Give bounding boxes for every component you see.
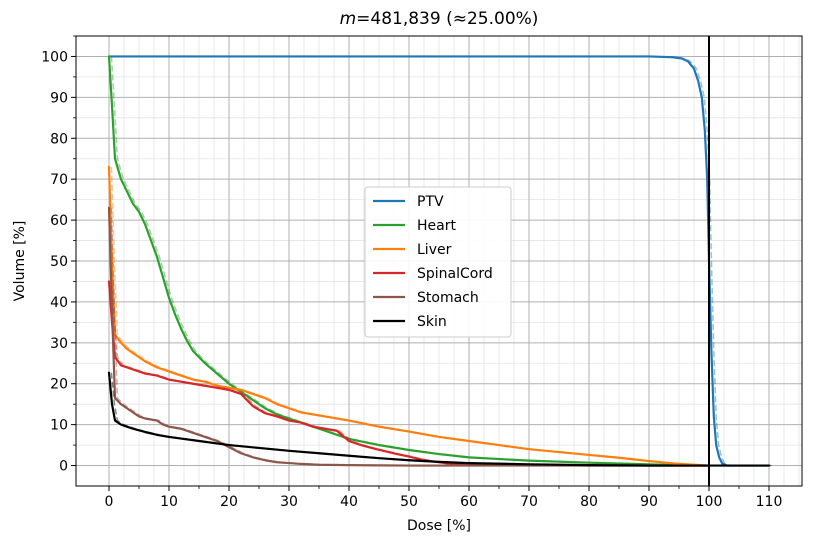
series-heart-line	[107, 55, 711, 467]
series-stomach-line	[107, 206, 711, 467]
series-ptv-line	[107, 55, 771, 467]
x-axis-label: Dose [%]	[407, 518, 471, 534]
series-liver-line	[107, 165, 711, 467]
y-axis-label: Volume [%]	[12, 221, 28, 302]
title-rest: =481,839 (≈25.00%)	[356, 9, 538, 29]
y-tick-label: 40	[50, 295, 68, 311]
series-layer	[107, 55, 772, 467]
y-tick-label: 0	[59, 459, 68, 475]
y-tick-label: 100	[41, 49, 68, 65]
legend-label: SpinalCord	[417, 266, 493, 282]
x-tick-label: 60	[460, 494, 478, 510]
title-variable: m	[340, 9, 357, 29]
legend-label: Heart	[417, 218, 456, 234]
series-heart-variant	[110, 56, 712, 467]
y-tick-label: 10	[50, 418, 68, 434]
x-tick-label: 100	[696, 494, 723, 510]
y-tick-label: 90	[50, 90, 68, 106]
legend-label: PTV	[417, 194, 444, 210]
x-tick-label: 20	[220, 494, 238, 510]
y-tick-label: 80	[50, 131, 68, 147]
y-tick-label: 60	[50, 213, 68, 229]
x-tick-label: 40	[340, 494, 358, 510]
legend-label: Skin	[417, 314, 447, 330]
x-tick-label: 10	[160, 494, 178, 510]
series-skin-line	[107, 371, 771, 467]
y-tick-label: 30	[50, 336, 68, 352]
x-axis-ticks: 0 10 20 30 40 50 60 70 80 90 100 110	[105, 486, 783, 510]
x-tick-label: 90	[640, 494, 658, 510]
y-tick-label: 20	[50, 377, 68, 393]
x-tick-label: 0	[105, 494, 114, 510]
chart-title: m=481,839 (≈25.00%)	[340, 9, 539, 29]
x-tick-label: 110	[756, 494, 783, 510]
y-axis-ticks: 0 10 20 30 40 50 60 70 80 90 100	[41, 35, 76, 475]
x-tick-label: 30	[280, 494, 298, 510]
y-tick-label: 70	[50, 172, 68, 188]
x-tick-label: 70	[520, 494, 538, 510]
x-tick-label: 50	[400, 494, 418, 510]
legend: PTV Heart Liver SpinalCord Stomach Skin	[364, 186, 512, 338]
x-tick-label: 80	[580, 494, 598, 510]
legend-label: Stomach	[417, 290, 479, 306]
y-tick-label: 50	[50, 254, 68, 270]
legend-label: Liver	[417, 242, 452, 258]
